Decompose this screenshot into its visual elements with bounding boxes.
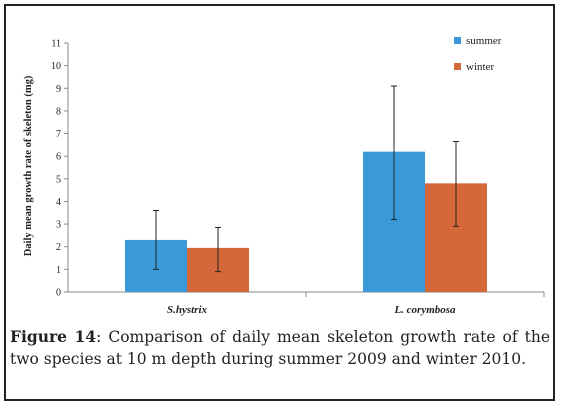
y-tick-label: 10 [51,61,61,72]
y-tick-label: 5 [56,174,61,185]
y-tick-label: 8 [56,106,61,117]
x-tick-label: S.hystrix [167,304,208,316]
y-tick-label: 11 [51,39,61,50]
legend-swatch-summer [454,37,461,44]
x-tick-label: L. corymbosa [393,304,456,316]
y-tick-label: 7 [56,129,61,140]
y-tick-label: 9 [56,84,61,95]
legend-label-summer: summer [466,35,502,47]
error-bars [153,85,459,273]
legend: summer winter [454,35,502,73]
y-tick-label: 0 [56,288,61,299]
bar-chart: 0 1 2 3 4 5 6 7 8 9 10 11 S.hystrix L. corymbosa sum… [23,35,545,316]
caption-label: Figure 14 [10,327,97,346]
y-tick-label: 6 [56,152,61,163]
caption-text: : Comparison of daily mean skeleton grow… [10,328,550,368]
x-axis: S.hystrix L. corymbosa [68,291,545,316]
y-tick-label: 2 [56,242,61,253]
legend-label-winter: winter [466,61,494,73]
legend-swatch-winter [454,63,461,70]
y-tick-label: 4 [56,197,61,208]
y-tick-label: 3 [56,220,61,231]
y-axis-label: Daily mean growth rate of skeleton (mg) [23,75,34,256]
figure-frame: 0 1 2 3 4 5 6 7 8 9 10 11 S.hystrix L. corymbosa sum… [4,4,555,401]
bars [125,151,487,292]
figure-caption: Figure 14: Comparison of daily mean skel… [10,326,550,370]
chart-area: 0 1 2 3 4 5 6 7 8 9 10 11 S.hystrix L. corymbosa sum… [6,6,553,324]
y-tick-label: 1 [56,265,61,276]
y-axis: 0 1 2 3 4 5 6 7 8 9 10 11 [51,39,69,299]
